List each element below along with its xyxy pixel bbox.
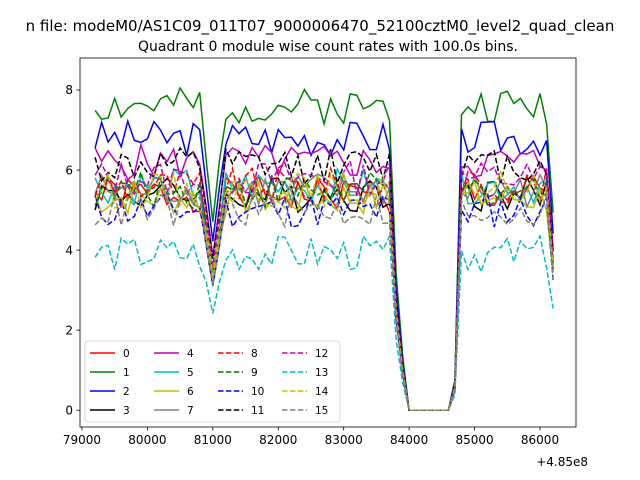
series-line-15: [94, 190, 554, 411]
ticks-layer: 79000 80000 81000 82000 83000 84000 85000 86000…: [63, 83, 559, 447]
x-tick-label: 85000: [455, 433, 493, 447]
series-line-2: [94, 118, 554, 411]
legend-label-12: 12: [315, 348, 328, 360]
legend-box: [84, 340, 341, 423]
legend-label-15: 15: [315, 405, 328, 417]
legend-label-10: 10: [251, 386, 264, 398]
x-tick-label: 84000: [390, 433, 428, 447]
y-tick-label: 2: [65, 323, 73, 337]
x-tick-label: 80000: [128, 433, 166, 447]
x-tick-label: 81000: [194, 433, 232, 447]
series-layer: [94, 86, 554, 411]
y-tick-label: 4: [65, 243, 73, 257]
legend-label-13: 13: [315, 367, 328, 379]
x-tick-label: 82000: [259, 433, 297, 447]
series-line-12: [94, 158, 554, 411]
legend-label-8: 8: [251, 348, 258, 360]
x-offset-label: +4.85e8: [536, 455, 588, 469]
series-line-14: [94, 170, 554, 411]
legend-label-1: 1: [123, 367, 130, 379]
legend-label-5: 5: [187, 367, 194, 379]
axes-frame: [79, 57, 577, 428]
legend-label-6: 6: [187, 386, 194, 398]
legend-label-3: 3: [123, 405, 130, 417]
y-tick-label: 8: [65, 83, 73, 97]
legend-label-7: 7: [187, 405, 194, 417]
series-line-9: [94, 169, 554, 411]
legend-label-2: 2: [123, 386, 130, 398]
x-tick-label: 79000: [63, 433, 101, 447]
y-tick-label: 6: [65, 163, 73, 177]
x-tick-label: 83000: [325, 433, 363, 447]
series-line-8: [94, 165, 554, 411]
legend-label-14: 14: [315, 386, 329, 398]
series-line-13: [94, 233, 554, 411]
legend-label-0: 0: [123, 348, 130, 360]
chart-suptitle: n file: modeM0/AS1C09_011T07_9000006470_…: [26, 17, 615, 36]
legend-label-9: 9: [251, 367, 258, 379]
series-line-10: [94, 192, 554, 411]
chart-title: Quadrant 0 module wise count rates with …: [138, 39, 518, 55]
series-line-1: [94, 86, 554, 411]
x-tick-label: 86000: [521, 433, 559, 447]
series-line-0: [94, 174, 554, 411]
legend-label-11: 11: [251, 405, 264, 417]
series-line-4: [94, 142, 554, 411]
legend-label-4: 4: [187, 348, 194, 360]
y-tick-label: 0: [65, 403, 73, 417]
axes-layer: [79, 57, 577, 428]
